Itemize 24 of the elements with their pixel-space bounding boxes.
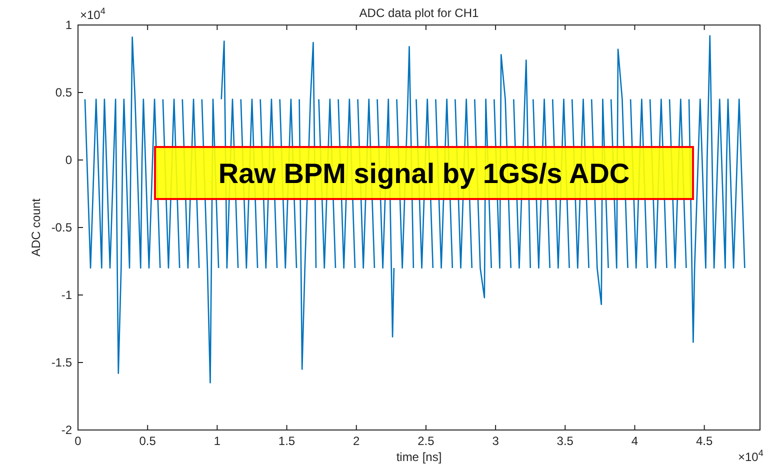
text-box: Raw BPM signal by 1GS/s ADC xyxy=(154,146,694,200)
y-tick-label: 0 xyxy=(65,153,72,167)
chart-title: ADC data plot for CH1 xyxy=(359,6,480,20)
x-axis-title: time [ns] xyxy=(396,450,442,464)
x-tick-label: 3 xyxy=(492,434,500,448)
y-tick-label: 0.5 xyxy=(55,86,72,100)
annotation: Raw BPM signal by 1GS/s ADC xyxy=(218,158,630,189)
x-tick-label: 0.5 xyxy=(139,434,156,448)
x-tick-label: 3.5 xyxy=(556,434,574,448)
x-tick-label: 2.5 xyxy=(418,434,435,448)
y-tick-label: -1.5 xyxy=(51,356,72,370)
y-axis-title: ADC count xyxy=(29,198,43,257)
x-tick-label: 0 xyxy=(74,434,82,448)
x-tick-label: 1 xyxy=(214,434,221,448)
y-tick-label: -1 xyxy=(61,288,72,302)
text: ×10$^{4}$ xyxy=(80,6,106,22)
y-tick-label: -2 xyxy=(61,423,72,437)
x-tick-label: 2 xyxy=(353,434,360,448)
text: ×10$^{4}$ xyxy=(738,448,764,464)
y-tick-label: 1 xyxy=(65,18,72,32)
y-tick-label: -0.5 xyxy=(51,220,72,234)
x-tick-label: 4 xyxy=(631,434,638,448)
x-tick-label: 4.5 xyxy=(696,434,713,448)
x-tick-label: 1.5 xyxy=(278,434,296,448)
